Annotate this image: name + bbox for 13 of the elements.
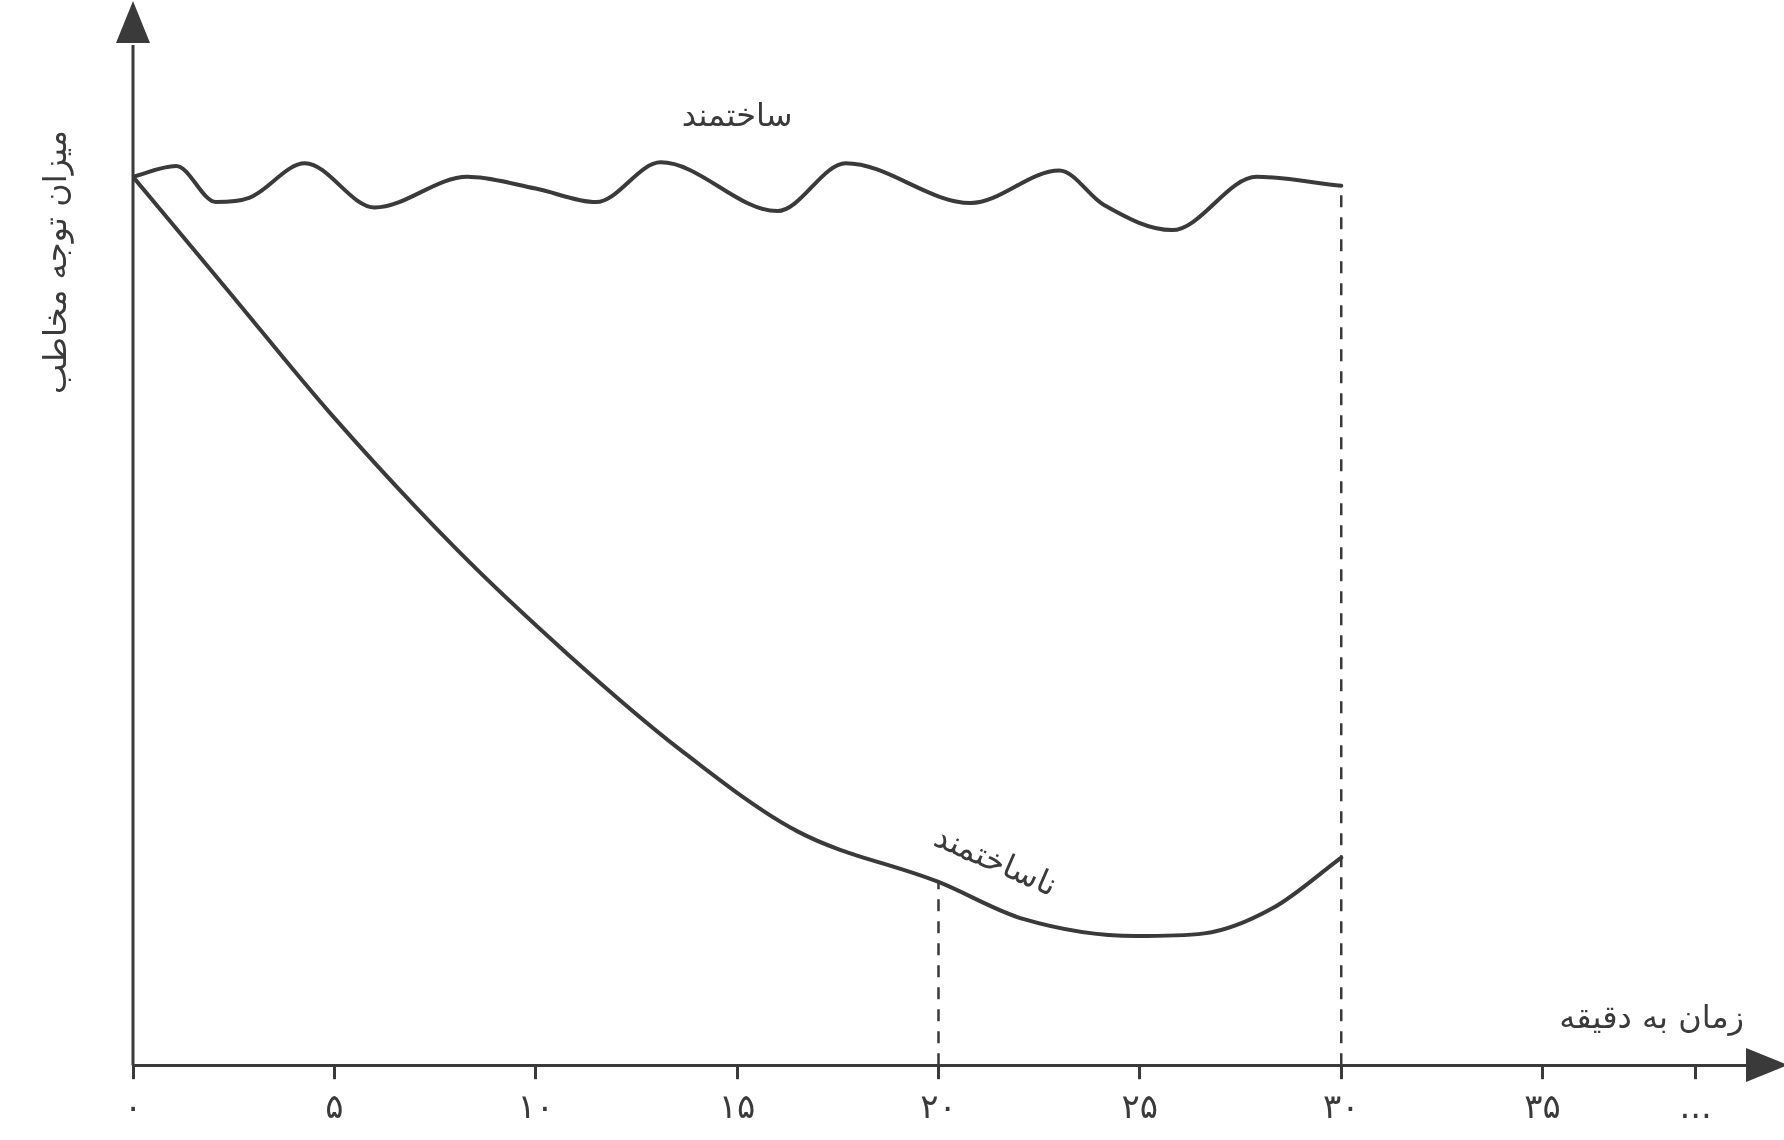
y-axis-title: میزان توجه مخاطب [36, 130, 75, 394]
text: ناساختمند [928, 817, 1063, 904]
x-tick-label: ۳۰ [1322, 1086, 1360, 1127]
x-tick-label: ۲۵ [1121, 1086, 1159, 1127]
x-axis-title: زمان به دقیقه [1559, 997, 1744, 1036]
x-tick-label: ۱۵ [718, 1086, 756, 1127]
x-tick-label: ۵ [325, 1086, 344, 1127]
x-tick-label: ۱۰ [517, 1086, 555, 1127]
x-tick-label: ۰ [123, 1086, 143, 1127]
series-label: ساختمند [681, 95, 793, 134]
x-tick-label: ... [1679, 1086, 1712, 1127]
x-tick-label: ۳۵ [1524, 1086, 1561, 1127]
x-tick-label: ۲۰ [920, 1086, 957, 1127]
